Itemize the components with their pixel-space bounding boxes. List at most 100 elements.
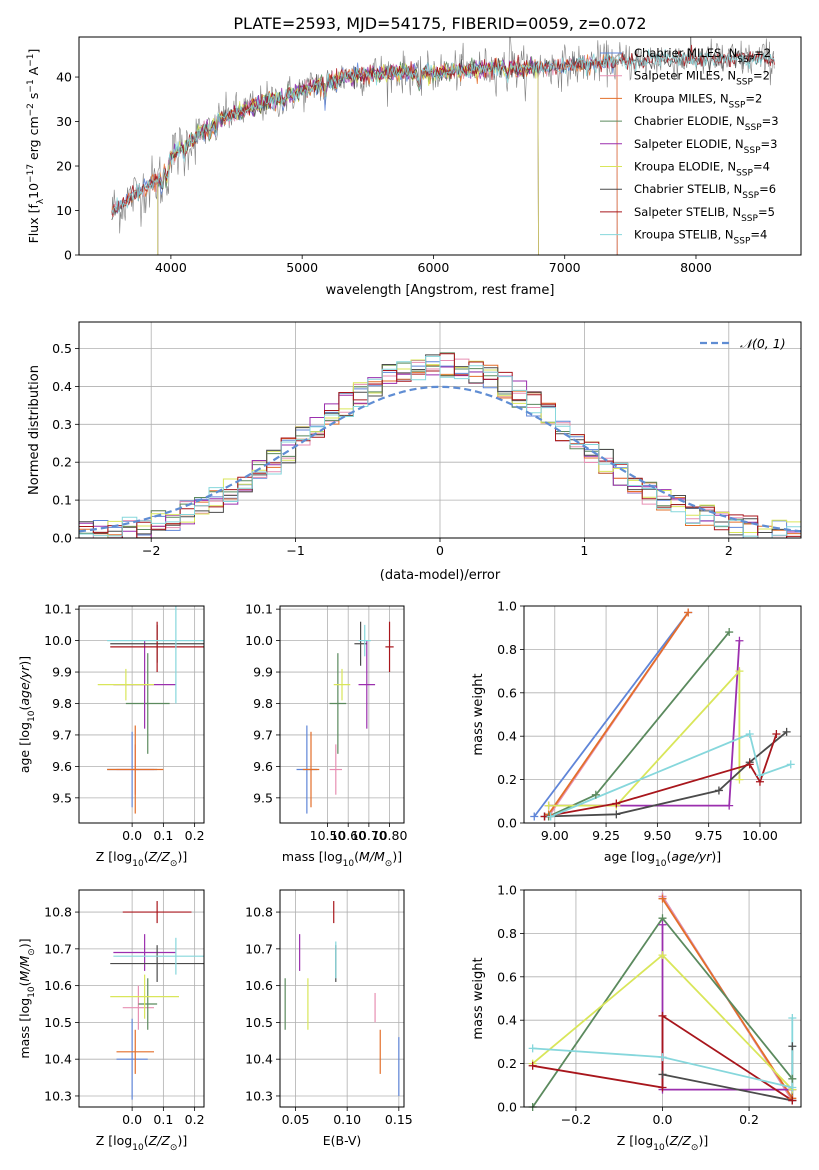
axes-frame xyxy=(78,605,205,824)
y-tick-label: 10.7 xyxy=(245,941,273,956)
legend-label: 𝒩(0, 1) xyxy=(740,336,786,351)
plot-area xyxy=(110,901,204,1100)
legend-label: Chabrier STELIB, NSSP=6 xyxy=(634,182,776,201)
plot-area xyxy=(79,352,801,538)
x-tick-label: 10.50 xyxy=(310,828,346,843)
legend-label: Kroupa ELODIE, NSSP=4 xyxy=(634,160,770,179)
model-spectrum-line xyxy=(157,60,539,255)
y-tick-label: 0.4 xyxy=(52,379,72,394)
mass-weight-marker xyxy=(658,1083,667,1092)
y-tick-label: 10.5 xyxy=(245,1015,273,1030)
y-tick-label: 9.8 xyxy=(253,696,273,711)
mass-weight-marker xyxy=(788,1042,797,1051)
axes-residuals: −2 −1 0 1 2 0.0 0.1 0.2 0.3 0.4 0.5 (data-model)/er… xyxy=(27,321,802,583)
x-tick-label: 0.2 xyxy=(185,1112,205,1127)
y-tick-label: 0.6 xyxy=(497,685,517,700)
x-tick-label: 1 xyxy=(580,543,588,558)
mass-weight-marker xyxy=(658,951,667,960)
y-tick-label: 10.6 xyxy=(245,978,273,993)
axes-mass-weight-vs-Z: −0.2 0.0 0.2 0.0 0.2 0.4 0.6 0.8 1.0 Z [log10(Z/Z… xyxy=(471,883,802,1153)
y-tick-label: 10.3 xyxy=(245,1088,273,1103)
x-tick-label: 9.25 xyxy=(592,828,620,843)
mass-weight-marker xyxy=(772,730,781,739)
mass-weight-line xyxy=(548,631,730,818)
plot-area xyxy=(296,621,394,814)
mass-weight-marker xyxy=(714,786,723,795)
y-tick-label: 10 xyxy=(56,203,72,218)
mass-weight-line xyxy=(550,732,792,818)
model-spectrum-line xyxy=(157,56,539,255)
x-axis-label: E(B-V) xyxy=(323,1133,362,1148)
x-tick-label: 0.1 xyxy=(153,1112,173,1127)
y-tick-label: 1.0 xyxy=(497,599,517,614)
mass-weight-marker xyxy=(658,1011,667,1020)
plot-area xyxy=(284,901,400,1096)
y-tick-label: 9.6 xyxy=(52,759,72,774)
legend-label: Chabrier ELODIE, NSSP=3 xyxy=(634,114,779,133)
y-tick-label: 10.5 xyxy=(44,1015,72,1030)
mass-weight-marker xyxy=(755,771,764,780)
mass-weight-line xyxy=(547,611,689,815)
y-tick-label: 10.7 xyxy=(44,941,72,956)
mass-weight-marker xyxy=(786,760,795,769)
plot-area xyxy=(97,606,204,814)
y-tick-label: 0.8 xyxy=(497,642,517,657)
x-tick-label: 0.0 xyxy=(122,828,142,843)
y-tick-label: 0.5 xyxy=(52,341,72,356)
legend-label: Chabrier MILES, NSSP=2 xyxy=(634,46,771,65)
y-tick-label: 0.2 xyxy=(497,1056,517,1071)
x-tick-label: 10.80 xyxy=(372,828,408,843)
x-tick-label: 5000 xyxy=(286,260,318,275)
mass-weight-marker xyxy=(544,801,553,810)
mass-weight-marker xyxy=(658,1053,667,1062)
mass-weight-marker xyxy=(658,894,667,903)
legend: Chabrier MILES, NSSP=2 Salpeter MILES, NS… xyxy=(600,46,779,247)
y-tick-label: 0.0 xyxy=(497,1100,517,1115)
y-tick-label: 10.0 xyxy=(44,633,72,648)
gaussian-curve xyxy=(79,385,801,533)
y-tick-label: 9.9 xyxy=(253,665,273,680)
mass-weight-marker xyxy=(745,730,754,739)
mass-weight-marker xyxy=(658,1070,667,1079)
axes-frame xyxy=(279,889,405,1108)
axes-spectrum: 4000 5000 6000 7000 8000 0 10 20 30 40 wavelength … xyxy=(26,36,802,298)
y-tick-label: 20 xyxy=(56,159,72,174)
mass-weight-line xyxy=(532,1014,793,1102)
y-tick-label: 9.9 xyxy=(52,665,72,680)
x-tick-label: 6000 xyxy=(418,260,450,275)
x-tick-label: 2 xyxy=(725,543,733,558)
y-tick-label: 0.4 xyxy=(497,729,517,744)
y-tick-label: 10.0 xyxy=(245,633,273,648)
y-tick-label: 0.2 xyxy=(52,455,72,470)
mass-weight-marker xyxy=(546,812,555,821)
x-axis-label: Z [log10(Z/Z⊙)] xyxy=(96,849,187,869)
x-tick-label: 0.1 xyxy=(153,828,173,843)
mass-weight-line xyxy=(661,924,793,1091)
x-tick-label: 0.0 xyxy=(122,1112,142,1127)
mass-weight-marker xyxy=(528,1044,537,1053)
figure-title: PLATE=2593, MJD=54175, FIBERID=0059, z=0… xyxy=(233,14,646,33)
y-tick-label: 0.3 xyxy=(52,417,72,432)
y-tick-label: 9.5 xyxy=(253,790,273,805)
x-axis-label: Z [log10(Z/Z⊙)] xyxy=(617,1133,708,1153)
x-tick-label: 0.10 xyxy=(333,1112,361,1127)
mass-weight-marker xyxy=(530,812,539,821)
mass-weight-marker xyxy=(725,628,734,637)
mass-weight-marker xyxy=(735,775,744,784)
y-tick-label: 10.8 xyxy=(245,905,273,920)
axes-age-vs-Z: 0.0 0.1 0.2 9.5 9.6 9.7 9.8 9.9 10.0 10.1 Z [log10… xyxy=(17,602,205,869)
mass-weight-marker xyxy=(612,799,621,808)
y-tick-label: 9.5 xyxy=(52,790,72,805)
y-tick-label: 0.2 xyxy=(497,772,517,787)
mass-weight-line xyxy=(548,668,741,807)
x-tick-label: 9.50 xyxy=(643,828,671,843)
x-tick-label: 0.2 xyxy=(739,1112,759,1127)
y-axis-label: mass weight xyxy=(471,673,486,755)
y-tick-label: 0.0 xyxy=(497,816,517,831)
y-tick-label: 1.0 xyxy=(497,883,517,898)
mass-weight-marker xyxy=(745,760,754,769)
y-tick-label: 10.1 xyxy=(245,602,273,617)
y-tick-label: 0.1 xyxy=(52,493,72,508)
x-tick-label: 9.00 xyxy=(541,828,569,843)
mass-weight-marker xyxy=(612,810,621,819)
